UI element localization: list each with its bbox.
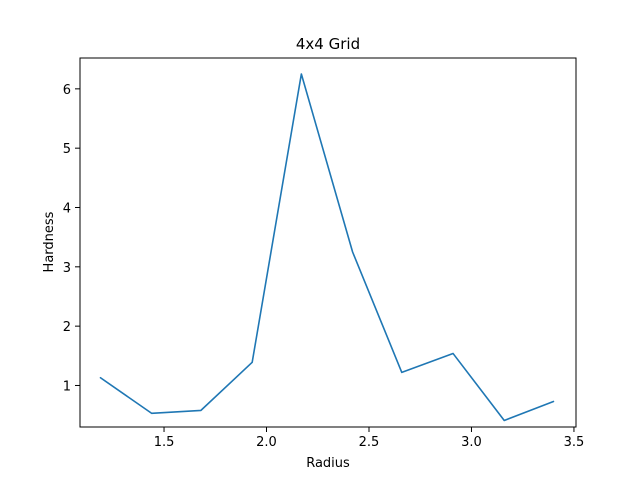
x-tick-label: 1.5 (154, 435, 175, 450)
chart-title: 4x4 Grid (296, 35, 360, 53)
x-axis-label: Radius (306, 456, 350, 471)
x-tick-label: 3.0 (461, 435, 482, 450)
x-axis-ticks: 1.5 2.0 2.5 3.0 3.5 (154, 427, 585, 450)
y-tick-label: 4 (63, 201, 71, 216)
y-axis-ticks: 1 2 3 4 5 6 (63, 83, 80, 394)
x-tick-label: 2.5 (359, 435, 380, 450)
y-tick-label: 5 (63, 142, 71, 157)
series-layer (99, 73, 555, 422)
y-tick-label: 6 (63, 83, 71, 98)
series-line (99, 73, 555, 422)
plot-area (79, 57, 577, 428)
y-tick-label: 2 (63, 320, 71, 335)
x-tick-label: 3.5 (564, 435, 585, 450)
y-axis-label: Hardness (42, 211, 57, 272)
x-tick-label: 2.0 (256, 435, 277, 450)
y-tick-label: 3 (63, 261, 71, 276)
y-tick-label: 1 (63, 379, 71, 394)
plot-frame (79, 57, 577, 428)
